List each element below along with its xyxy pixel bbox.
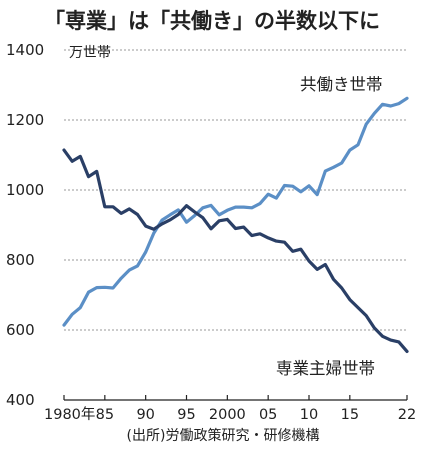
x-tick-label: 2000 [209,407,246,423]
y-tick-label: 800 [6,251,35,269]
y-axis-unit: 万世帯 [69,45,111,61]
y-tick-label: 1200 [6,111,44,129]
y-tick-label: 1000 [6,181,44,199]
x-tick-label: 95 [177,407,195,423]
x-tick-label: 85 [96,407,114,423]
series-label-working-couples: 共働き世帯 [300,75,383,94]
grid [64,49,407,331]
series-label-housewife: 専業主婦世帯 [276,359,375,378]
y-tick-label: 400 [6,391,35,409]
chart-title: 「専業」は「共働き」の半数以下に [44,9,380,33]
x-tick-label: 1980年 [44,406,95,423]
x-axis-ticks: 1980年 85 90 95 2000 05 10 15 22 [44,395,416,423]
series-lines [62,96,409,353]
y-tick-label: 1400 [6,41,44,59]
x-tick-label: 10 [300,407,318,423]
series-line-housewife [62,148,409,353]
x-tick-label: 05 [259,407,277,423]
x-tick-label: 22 [398,407,416,423]
y-axis-ticks: 400 600 800 1000 1200 1400 [6,41,44,409]
source-note: (出所)労働政策研究・研修機構 [127,427,320,444]
y-tick-label: 600 [6,321,35,339]
series-line-working-couples [62,96,409,327]
x-tick-label: 15 [341,407,359,423]
x-tick-label: 90 [136,407,154,423]
